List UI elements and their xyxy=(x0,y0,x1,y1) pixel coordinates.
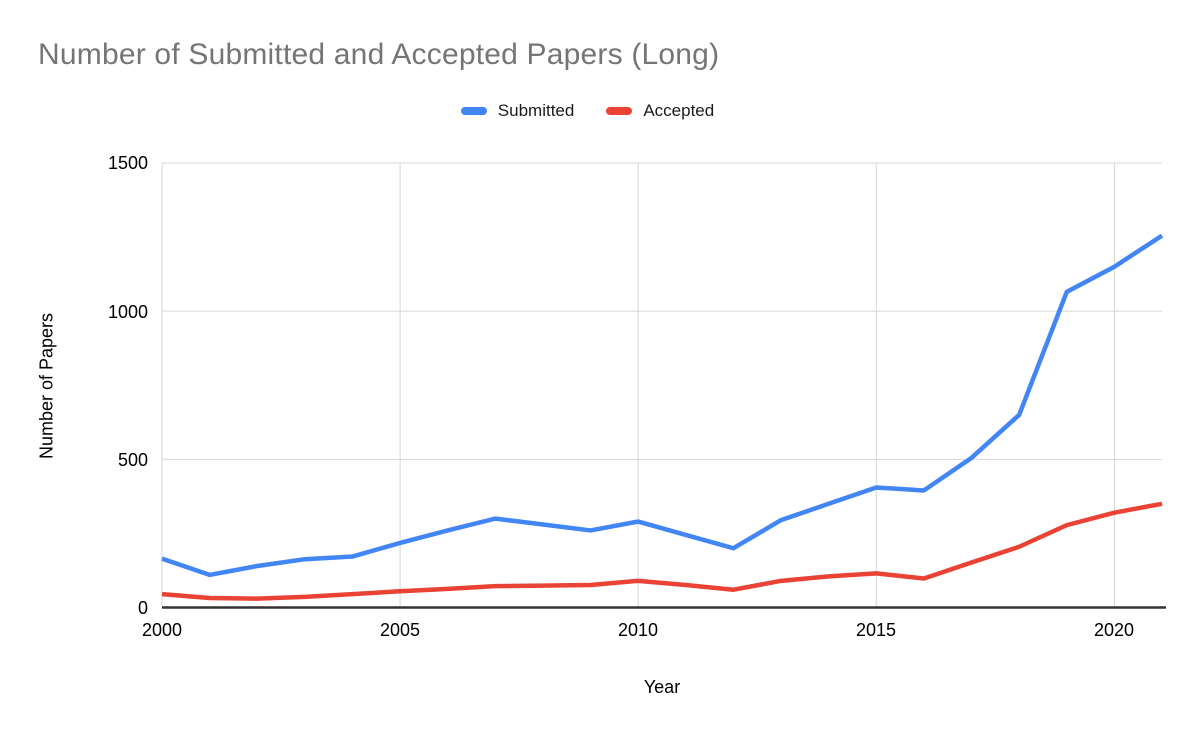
x-tick-2015: 2015 xyxy=(855,620,897,640)
accepted-line xyxy=(161,501,1163,601)
x-axis-title: Year xyxy=(643,677,681,697)
x-tick-2010: 2010 xyxy=(617,620,659,640)
legend-item-submitted: Submitted xyxy=(460,101,575,121)
accepted-series-swatch xyxy=(606,107,633,115)
x-tick-2005: 2005 xyxy=(379,620,421,640)
y-tick-1500: 1500 xyxy=(107,153,148,173)
legend-item-accepted: Accepted xyxy=(606,101,714,121)
y-tick-0: 0 xyxy=(137,598,148,618)
legend-label-submitted: Submitted xyxy=(497,101,575,120)
legend: Submitted Accepted xyxy=(0,101,1175,121)
submitted-line xyxy=(161,233,1164,578)
y-tick-500: 500 xyxy=(117,450,148,470)
y-tick-1000: 1000 xyxy=(107,301,148,322)
submitted-series-swatch xyxy=(460,107,487,115)
legend-label-accepted: Accepted xyxy=(643,101,715,120)
y-axis-title: Number of Papers xyxy=(36,312,57,460)
x-tick-2000: 2000 xyxy=(141,620,183,640)
x-tick-2020: 2020 xyxy=(1093,620,1135,640)
chart-title: Number of Submitted and Accepted Papers … xyxy=(38,38,720,71)
